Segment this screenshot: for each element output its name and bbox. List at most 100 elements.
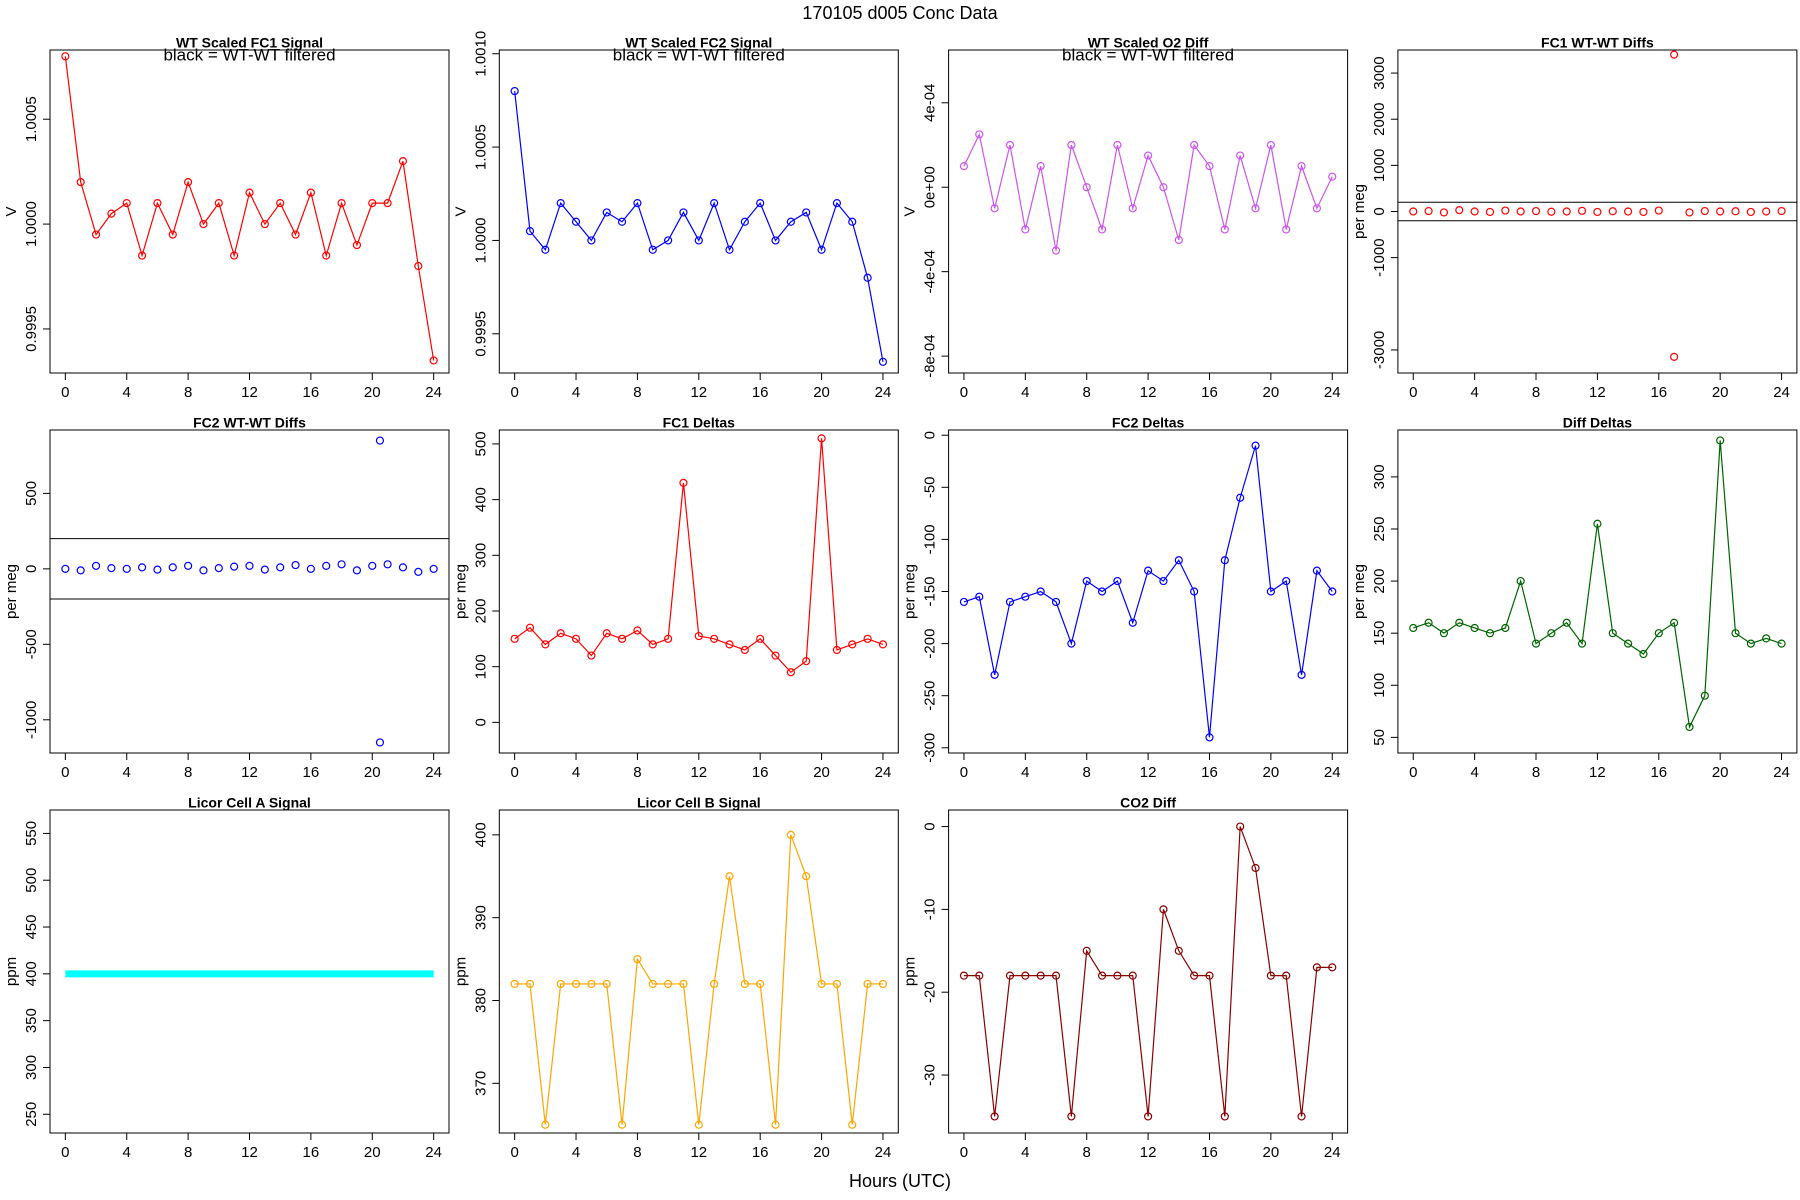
data-point: [1608, 629, 1617, 638]
data-point: [1113, 140, 1122, 150]
data-point: [648, 979, 657, 989]
y-tick-label: -8e-04: [922, 334, 939, 377]
data-point: [168, 230, 177, 239]
x-tick-label: 4: [572, 1144, 580, 1161]
x-tick-label: 24: [425, 384, 442, 401]
data-point: [817, 245, 826, 254]
data-point: [679, 478, 688, 488]
data-point: [1409, 623, 1418, 633]
data-point: [556, 979, 565, 989]
x-tick-label: 0: [61, 384, 69, 401]
data-point: [153, 565, 162, 574]
data-layer: [959, 441, 1337, 742]
data-point: [571, 634, 581, 643]
y-tick-label: 0e+00: [922, 166, 939, 208]
data-point: [1236, 151, 1245, 160]
data-point: [848, 1120, 857, 1129]
data-point: [1082, 946, 1091, 955]
data-point: [1220, 1112, 1229, 1121]
y-tick-label: -100: [922, 524, 939, 554]
data-point: [1190, 971, 1199, 980]
data-point: [1516, 207, 1525, 216]
x-tick-label: 8: [633, 1144, 641, 1161]
data-point: [1716, 207, 1725, 216]
x-tick-label: 16: [752, 764, 769, 781]
data-point: [1455, 206, 1464, 215]
data-point: [1328, 963, 1337, 972]
y-tick-label: 500: [23, 481, 40, 506]
data-point: [1036, 971, 1045, 980]
y-axis-label: ppm: [902, 957, 919, 986]
x-tick-label: 12: [241, 384, 258, 401]
data-point: [1516, 576, 1525, 586]
data-point: [664, 979, 673, 989]
panel-title: FC2 WT-WT Diffs: [193, 415, 306, 431]
data-point: [786, 830, 795, 839]
data-point: [1716, 436, 1725, 445]
data-point: [878, 979, 888, 989]
y-axis-label: V: [902, 206, 919, 216]
annotation: black = WT-WT filtered: [613, 45, 785, 64]
data-point: [959, 971, 969, 980]
y-tick-label: 400: [472, 487, 489, 512]
data-point: [1113, 576, 1122, 586]
annotation: black = WT-WT filtered: [163, 45, 335, 64]
y-tick-label: 3000: [1371, 56, 1388, 89]
data-point: [740, 979, 749, 989]
data-point: [1409, 207, 1418, 216]
x-tick-label: 24: [1324, 384, 1341, 401]
data-point: [1051, 971, 1061, 980]
data-point: [525, 979, 535, 989]
data-point: [352, 566, 362, 575]
data-point: [863, 634, 872, 643]
data-point: [1639, 207, 1648, 217]
y-tick-label: 100: [472, 654, 489, 679]
data-point: [137, 563, 147, 572]
y-tick-label: 4e-04: [922, 84, 939, 122]
y-axis-label: V: [3, 206, 20, 216]
data-point: [137, 251, 147, 260]
x-tick-label: 0: [510, 764, 518, 781]
data-point: [168, 563, 177, 572]
data-point: [725, 872, 734, 881]
data-point: [1190, 140, 1199, 150]
y-tick-label: -150: [922, 576, 939, 606]
data-layer: [61, 52, 438, 365]
data-point: [291, 230, 300, 239]
x-tick-label: 8: [1083, 384, 1091, 401]
data-point: [679, 208, 688, 217]
data-point: [617, 217, 627, 226]
data-point: [510, 979, 519, 989]
data-point: [1021, 592, 1030, 601]
x-tick-label: 16: [1201, 764, 1218, 781]
data-point: [740, 217, 749, 226]
data-point: [602, 208, 611, 217]
data-point: [1097, 225, 1107, 234]
data-point: [832, 198, 842, 208]
data-point: [1731, 629, 1740, 638]
data-layer: [61, 436, 438, 747]
x-tick-label: 24: [425, 764, 442, 781]
data-point: [1562, 207, 1571, 216]
data-point: [786, 668, 795, 677]
x-tick-label: 8: [1532, 384, 1540, 401]
x-tick-label: 12: [1140, 764, 1157, 781]
data-point: [398, 563, 408, 572]
data-point: [1328, 172, 1337, 181]
data-point: [1297, 1112, 1306, 1121]
y-axis-label: V: [452, 206, 469, 216]
data-point: [291, 560, 300, 570]
y-tick-label: -20: [922, 981, 939, 1003]
x-tick-label: 8: [184, 384, 192, 401]
data-point: [122, 199, 131, 208]
data-point: [414, 567, 423, 576]
x-tick-label: 12: [241, 764, 258, 781]
data-point: [1097, 971, 1107, 980]
y-tick-label: 1.0010: [472, 31, 489, 77]
data-point: [368, 561, 377, 570]
data-point: [817, 979, 826, 989]
x-tick-label: 12: [690, 1144, 707, 1161]
y-tick-label: 1.0005: [23, 96, 40, 142]
data-point: [1547, 629, 1556, 638]
panel-title: FC1 Deltas: [663, 415, 736, 431]
